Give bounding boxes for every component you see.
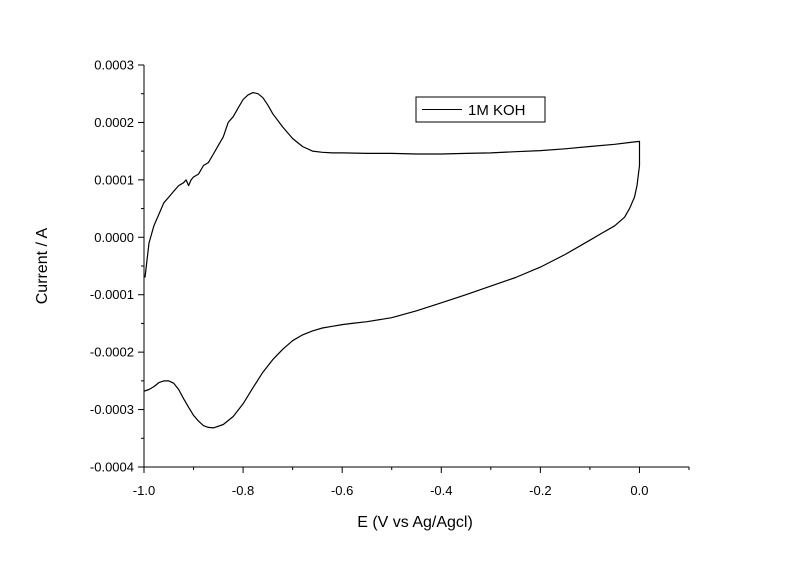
x-tick-label: -0.2: [529, 483, 551, 498]
y-tick-label: 0.0000: [94, 230, 134, 245]
y-tick-label: 0.0002: [94, 115, 134, 130]
series-line: [143, 91, 641, 429]
x-axis-title: E (V vs Ag/Agcl): [357, 514, 473, 531]
x-axis: -1.0 -0.8 -0.6 -0.4 -0.2 0.0: [133, 466, 690, 498]
series-layer: [143, 91, 641, 429]
y-axis-title: Current / A: [34, 227, 51, 304]
x-tick-label: 0.0: [630, 483, 648, 498]
x-tick-label: -0.8: [232, 483, 254, 498]
x-tick-label: -0.4: [430, 483, 452, 498]
legend-label: 1M KOH: [468, 102, 526, 119]
x-tick-label: -1.0: [133, 483, 155, 498]
y-tick-label: 0.0001: [94, 172, 134, 187]
x-tick-label: -0.6: [331, 483, 353, 498]
y-axis: -0.0004 -0.0003 -0.0002 -0.0001 0.0000 0.0001…: [90, 58, 145, 475]
y-tick-label: -0.0001: [90, 287, 134, 302]
y-tick-label: -0.0003: [90, 402, 134, 417]
legend: 1M KOH: [415, 96, 546, 123]
y-tick-label: -0.0002: [90, 345, 134, 360]
y-tick-label: -0.0004: [90, 460, 134, 475]
y-tick-label: 0.0003: [94, 58, 134, 73]
